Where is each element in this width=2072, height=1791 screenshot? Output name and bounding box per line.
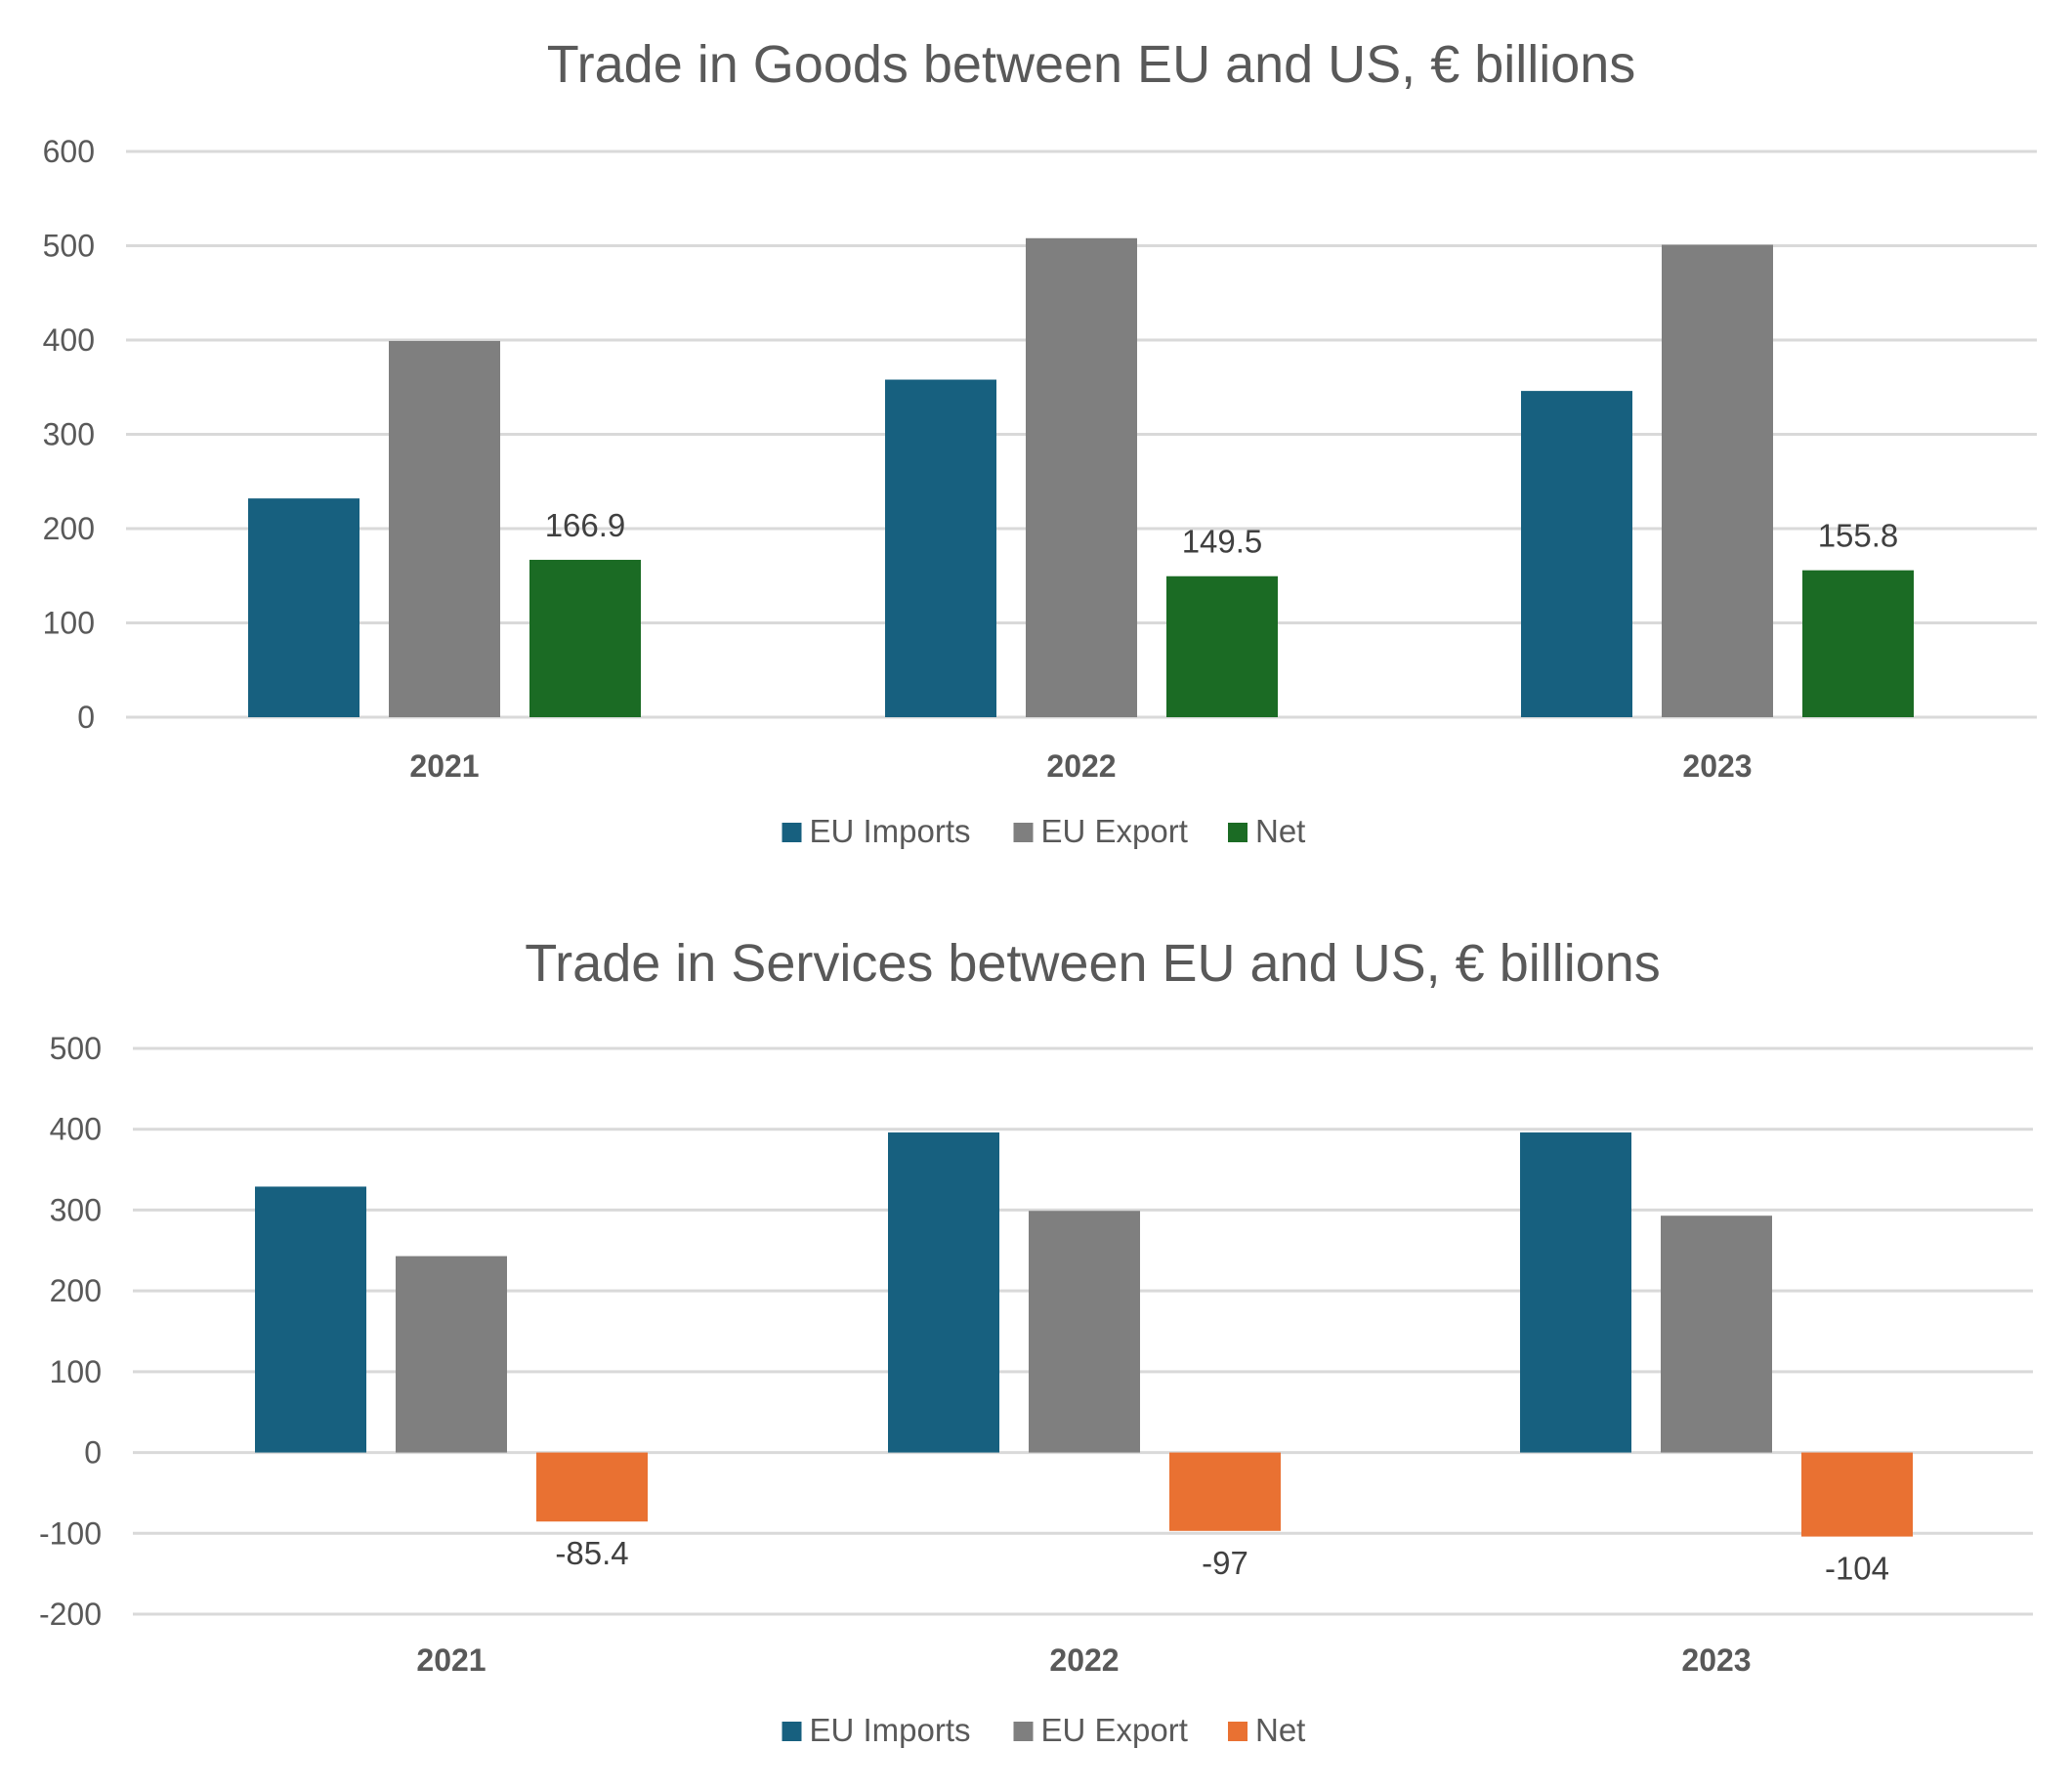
y-tick-label: 200: [43, 511, 95, 546]
chart-2: Trade in Services between EU and US, € b…: [39, 934, 2033, 1748]
data-label: 155.8: [1818, 518, 1899, 554]
chart-1: Trade in Goods between EU and US, € bill…: [43, 35, 2037, 849]
y-tick-label: 400: [50, 1112, 102, 1147]
bar-eu-export-2021: [389, 340, 500, 717]
data-label: -97: [1202, 1545, 1248, 1581]
bar-net-2021: [536, 1452, 648, 1522]
legend-label: Net: [1255, 813, 1305, 849]
bar-eu-export-2022: [1026, 237, 1137, 717]
y-tick-label: 500: [43, 229, 95, 264]
chart-title: Trade in Goods between EU and US, € bill…: [547, 35, 1636, 94]
bar-eu-imports-2022: [888, 1132, 999, 1453]
x-tick-label: 2023: [1681, 1642, 1751, 1678]
legend-swatch: [1228, 823, 1247, 842]
data-label: -85.4: [555, 1535, 628, 1571]
bar-net-2022: [1169, 1452, 1281, 1531]
data-label: 166.9: [545, 507, 626, 543]
bar-eu-imports-2021: [255, 1186, 366, 1453]
bar-eu-imports-2022: [885, 379, 996, 717]
y-tick-label: 300: [43, 417, 95, 452]
bar-net-2023: [1801, 1452, 1913, 1537]
y-tick-label: 100: [50, 1354, 102, 1389]
legend: EU Imports EU Export Net: [782, 1712, 1305, 1748]
legend-label: EU Export: [1041, 1712, 1188, 1748]
bar-eu-export-2022: [1029, 1211, 1140, 1453]
legend-label: EU Imports: [810, 1712, 971, 1748]
bar-eu-export-2021: [396, 1256, 507, 1453]
legend-swatch: [1013, 1722, 1034, 1741]
y-tick-label: -100: [39, 1515, 102, 1551]
x-tick-label: 2021: [416, 1642, 486, 1678]
y-tick-label: 300: [50, 1192, 102, 1227]
y-tick-label: 100: [43, 606, 95, 641]
y-tick-label: 600: [43, 134, 95, 169]
legend-swatch: [782, 823, 802, 842]
y-tick-label: -200: [39, 1597, 102, 1632]
bar-net-2022: [1166, 576, 1278, 717]
y-tick-label: 0: [84, 1435, 102, 1471]
y-tick-label: 0: [77, 700, 95, 735]
y-tick-label: 500: [50, 1031, 102, 1066]
bar-eu-export-2023: [1661, 1215, 1772, 1453]
legend-label: Net: [1255, 1712, 1305, 1748]
bar-net-2023: [1802, 570, 1914, 717]
x-tick-label: 2021: [409, 748, 479, 784]
legend-swatch: [782, 1722, 802, 1741]
bar-net-2021: [529, 559, 641, 717]
chart-title: Trade in Services between EU and US, € b…: [525, 934, 1661, 993]
legend-label: EU Imports: [810, 813, 971, 849]
legend-swatch: [1228, 1722, 1247, 1741]
x-tick-label: 2023: [1682, 748, 1752, 784]
data-label: -104: [1825, 1551, 1889, 1587]
bar-eu-imports-2021: [248, 498, 359, 717]
x-tick-label: 2022: [1049, 1642, 1119, 1678]
legend-swatch: [1013, 823, 1034, 842]
bar-eu-imports-2023: [1520, 1132, 1631, 1453]
y-tick-label: 400: [43, 322, 95, 358]
legend-label: EU Export: [1041, 813, 1188, 849]
data-label: 149.5: [1182, 524, 1263, 560]
legend: EU Imports EU Export Net: [782, 813, 1305, 849]
y-tick-label: 200: [50, 1273, 102, 1308]
bar-eu-imports-2023: [1521, 391, 1632, 717]
x-tick-label: 2022: [1046, 748, 1116, 784]
bar-eu-export-2023: [1662, 244, 1773, 717]
